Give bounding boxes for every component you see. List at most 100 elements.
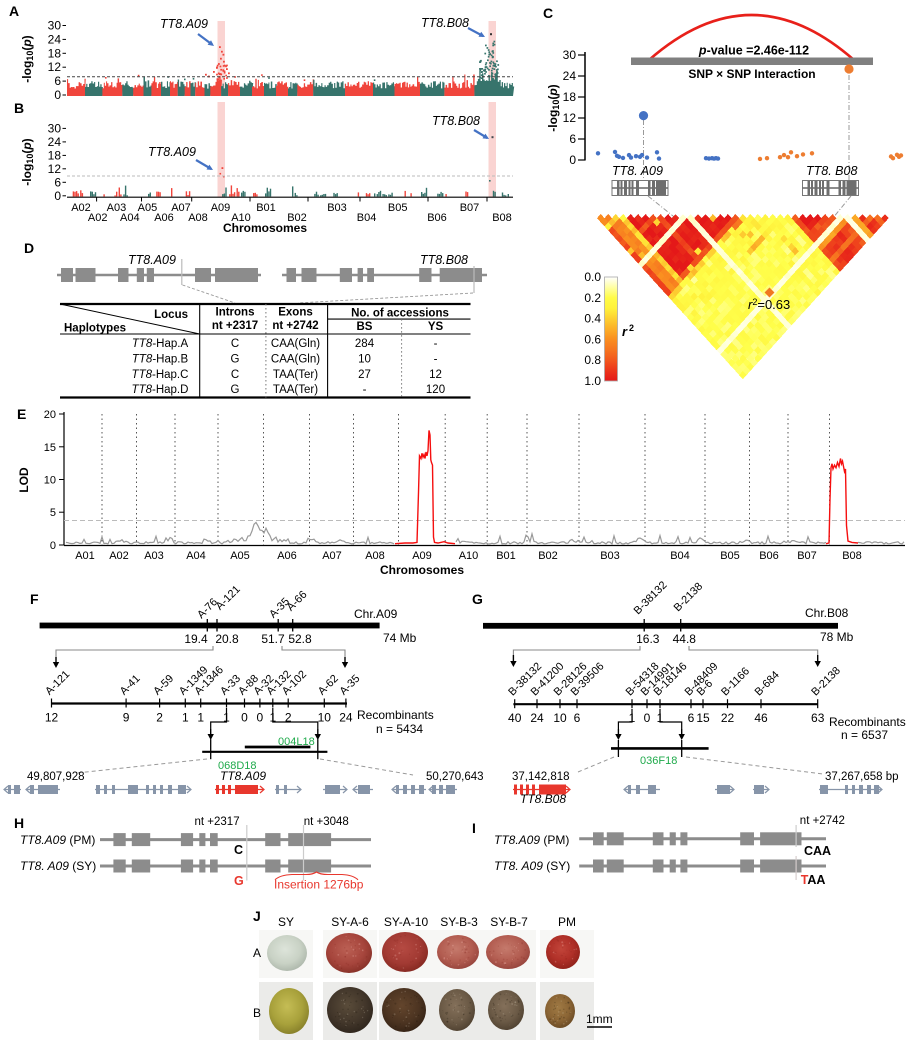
svg-text:51.7: 51.7 [261, 632, 285, 646]
svg-text:TT8.A09 (PM): TT8.A09 (PM) [494, 833, 569, 847]
svg-text:G: G [234, 874, 244, 888]
svg-text:5: 5 [50, 507, 56, 519]
svg-text:A10: A10 [459, 550, 479, 562]
svg-text:B08: B08 [842, 550, 862, 562]
svg-text:B04: B04 [357, 212, 377, 224]
svg-text:Introns: Introns [216, 307, 255, 319]
svg-text:nt +3048: nt +3048 [304, 816, 349, 828]
svg-text:B02: B02 [287, 212, 307, 224]
svg-text:Chromosomes: Chromosomes [380, 563, 464, 577]
svg-text:TT8.B08: TT8.B08 [432, 114, 480, 128]
svg-text:12: 12 [48, 162, 62, 176]
svg-text:TT8. A09 (SY): TT8. A09 (SY) [494, 859, 570, 873]
svg-text:TT8-Hap.D: TT8-Hap.D [132, 384, 189, 396]
svg-text:C: C [231, 338, 239, 350]
svg-text:A03: A03 [144, 550, 164, 562]
svg-text:TT8-Hap.C: TT8-Hap.C [132, 369, 189, 381]
svg-text:r: r [622, 324, 628, 339]
svg-text:A09: A09 [412, 550, 432, 562]
svg-text:B08: B08 [492, 212, 512, 224]
svg-text:A10: A10 [231, 212, 251, 224]
svg-text:A06: A06 [277, 550, 297, 562]
svg-text:16.3: 16.3 [636, 632, 660, 646]
svg-text:TAA: TAA [801, 873, 826, 887]
svg-text:A08: A08 [188, 212, 208, 224]
svg-text:12: 12 [563, 111, 577, 125]
svg-text:1.0: 1.0 [584, 374, 601, 388]
svg-text:G: G [231, 353, 240, 365]
svg-text:2: 2 [285, 711, 292, 725]
svg-text:0: 0 [257, 711, 264, 725]
svg-text:F: F [30, 591, 39, 607]
svg-text:TT8.A09 (PM): TT8.A09 (PM) [20, 833, 95, 847]
svg-text:6: 6 [54, 74, 61, 88]
svg-text:B07: B07 [797, 550, 817, 562]
svg-text:B06: B06 [427, 212, 447, 224]
svg-text:TT8.B08: TT8.B08 [520, 792, 566, 806]
svg-text:A07: A07 [322, 550, 342, 562]
svg-text:A04: A04 [120, 212, 140, 224]
svg-text:SNP × SNP Interaction: SNP × SNP Interaction [688, 67, 815, 81]
svg-text:B: B [14, 100, 24, 116]
svg-text:068D18: 068D18 [218, 760, 257, 772]
svg-text:SY-B-7: SY-B-7 [490, 915, 528, 929]
svg-text:6: 6 [54, 175, 61, 189]
svg-text:A07: A07 [171, 202, 191, 214]
svg-text:37,142,818: 37,142,818 [512, 771, 570, 783]
svg-text:52.8: 52.8 [288, 632, 312, 646]
svg-text:A: A [9, 3, 19, 19]
svg-text:0.0: 0.0 [584, 270, 601, 284]
svg-text:nt +2317: nt +2317 [195, 816, 240, 828]
svg-text:A02: A02 [71, 202, 91, 214]
svg-text:24: 24 [530, 711, 544, 725]
svg-text:Locus: Locus [154, 309, 188, 321]
svg-text:TAA(Ter): TAA(Ter) [273, 369, 318, 381]
svg-text:TT8.A09: TT8.A09 [128, 253, 176, 267]
svg-text:C: C [234, 843, 243, 857]
svg-text:0.2: 0.2 [584, 291, 601, 305]
svg-text:15: 15 [44, 442, 56, 454]
svg-text:A09: A09 [211, 202, 231, 214]
svg-text:B01: B01 [496, 550, 516, 562]
svg-text:24: 24 [563, 69, 577, 83]
svg-text:10: 10 [358, 353, 371, 365]
svg-text:B02: B02 [538, 550, 558, 562]
svg-text:24: 24 [48, 135, 62, 149]
svg-text:0: 0 [569, 153, 576, 167]
svg-text:nt +2317: nt +2317 [212, 320, 258, 332]
svg-text:12: 12 [429, 369, 442, 381]
svg-text:-: - [434, 338, 438, 350]
svg-text:284: 284 [355, 338, 375, 350]
svg-text:n = 6537: n = 6537 [841, 728, 888, 742]
svg-text:0: 0 [644, 711, 651, 725]
svg-text:D: D [24, 240, 34, 256]
svg-text:BS: BS [357, 321, 373, 333]
svg-text:-log10(p): -log10(p) [546, 84, 561, 131]
svg-text:TT8-Hap.A: TT8-Hap.A [132, 338, 189, 350]
svg-text:A03: A03 [107, 202, 127, 214]
svg-text:12: 12 [48, 60, 62, 74]
svg-text:B05: B05 [720, 550, 740, 562]
svg-text:-log10(p): -log10(p) [20, 35, 35, 82]
svg-text:63: 63 [811, 711, 825, 725]
svg-text:37,267,658 bp: 37,267,658 bp [825, 771, 899, 783]
svg-text:CAA(Gln): CAA(Gln) [271, 353, 320, 365]
svg-text:A06: A06 [154, 212, 174, 224]
svg-text:10: 10 [318, 711, 332, 725]
svg-text:74 Mb: 74 Mb [383, 631, 417, 645]
svg-text:2: 2 [629, 323, 634, 333]
svg-text:B04: B04 [670, 550, 690, 562]
svg-text:nt +2742: nt +2742 [272, 320, 318, 332]
svg-text:n = 5434: n = 5434 [376, 722, 423, 736]
svg-text:TAA(Ter): TAA(Ter) [273, 384, 318, 396]
svg-text:10: 10 [44, 475, 56, 487]
svg-text:40: 40 [508, 711, 522, 725]
svg-text:Chr.B08: Chr.B08 [805, 606, 849, 620]
svg-text:E: E [17, 406, 26, 422]
svg-text:C: C [231, 369, 239, 381]
svg-text:30: 30 [563, 48, 577, 62]
svg-text:1: 1 [197, 711, 204, 725]
svg-text:-: - [363, 384, 367, 396]
svg-text:-: - [434, 353, 438, 365]
svg-text:r2=0.63: r2=0.63 [748, 297, 790, 312]
